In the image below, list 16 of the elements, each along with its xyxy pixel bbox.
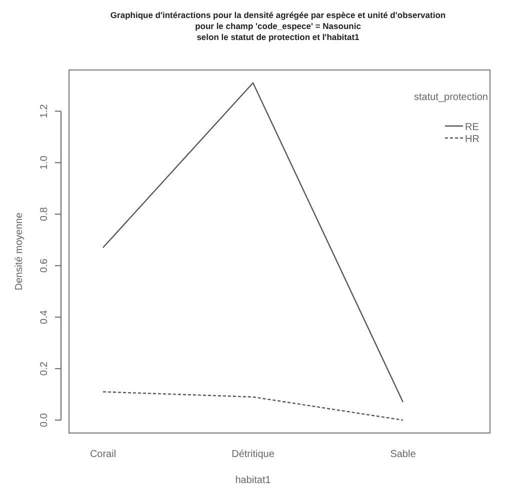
- y-tick-label: 1.2: [39, 104, 50, 118]
- y-tick-label: 1.0: [39, 155, 50, 170]
- y-tick-label: 0.8: [39, 206, 50, 222]
- legend-label: HR: [465, 134, 480, 145]
- legend-title: statut_protection: [414, 92, 488, 103]
- x-tick-label: Détritique: [232, 449, 275, 460]
- y-tick-label: 0.6: [39, 258, 50, 273]
- x-axis-title: habitat1: [235, 475, 272, 486]
- x-tick-label: Corail: [90, 449, 116, 460]
- y-axis-title: Densité moyenne: [14, 212, 25, 290]
- y-tick-label: 0.4: [39, 310, 50, 324]
- x-tick-label: Sable: [390, 449, 416, 460]
- y-tick-label: 0.2: [39, 361, 50, 376]
- legend-label: RE: [465, 122, 480, 133]
- y-tick-label: 0.0: [39, 412, 50, 428]
- chart-title: Graphique d'intéractions pour la densité agrégée par espèce et unité d'observation pour le champ 'code_espece' = Nasounic selon le statut de protection et l'habitat1: [110, 10, 446, 42]
